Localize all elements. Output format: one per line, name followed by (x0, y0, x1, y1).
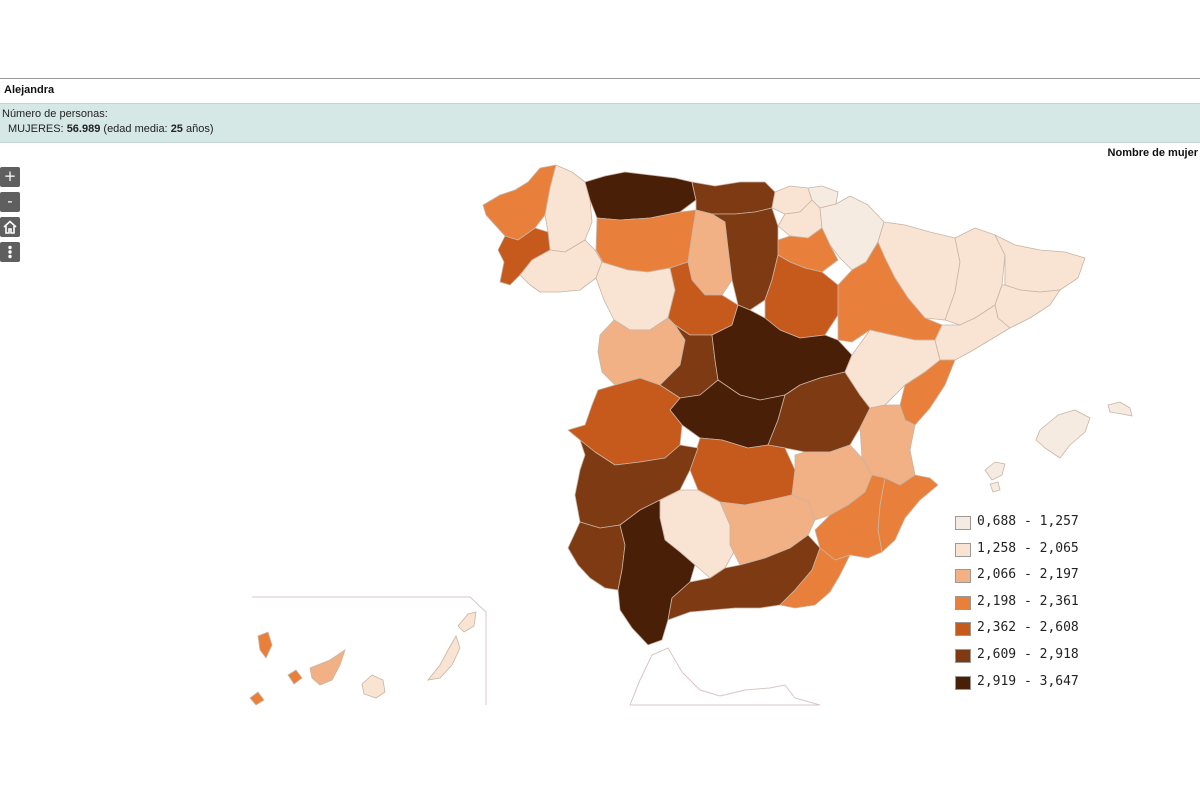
zoom-out-button[interactable]: - (0, 192, 20, 212)
legend-label: 1,258 - 2,065 (977, 540, 1079, 556)
legend-swatch (955, 595, 971, 610)
legend-swatch (955, 648, 971, 663)
legend-swatch (955, 542, 971, 557)
region-alicante[interactable] (877, 474, 939, 553)
age-prefix: (edad media: (103, 123, 168, 135)
africa-outline (629, 647, 821, 706)
name-header: Alejandra (0, 79, 1200, 104)
vertical-dots-icon (8, 245, 12, 259)
count-value: 56.989 (66, 123, 101, 135)
legend-label: 2,919 - 3,647 (977, 673, 1079, 689)
region-zamora[interactable] (595, 261, 676, 331)
island-fuerteventura[interactable] (427, 635, 461, 681)
island-tenerife[interactable] (309, 649, 346, 686)
island-la-palma[interactable] (257, 631, 273, 659)
legend-swatch (955, 675, 971, 690)
home-button[interactable] (0, 217, 20, 237)
top-divider (0, 78, 1200, 79)
info-panel: Número de personas: MUJERES: 56.989 (eda… (0, 104, 1200, 143)
canary-inset (249, 596, 487, 706)
region-menorca[interactable] (1107, 401, 1133, 417)
region-a-coruna[interactable] (482, 164, 557, 241)
legend-swatch (955, 569, 971, 584)
island-el-hierro[interactable] (249, 691, 265, 706)
plus-icon: + (3, 167, 17, 185)
legend-label: 2,362 - 2,608 (977, 620, 1079, 636)
region-cantabria[interactable] (691, 181, 776, 215)
legend-label: 2,198 - 2,361 (977, 593, 1079, 609)
age-suffix: años) (186, 123, 214, 135)
region-huelva[interactable] (567, 521, 626, 591)
island-lanzarote[interactable] (457, 611, 477, 633)
legend-swatch (955, 516, 971, 530)
count-label: Número de personas: (2, 108, 108, 120)
region-tarragona[interactable] (934, 304, 1011, 361)
minus-icon: - (7, 192, 13, 210)
map-title: Nombre de mujer (1107, 147, 1198, 159)
selected-name: Alejandra (4, 84, 55, 96)
category-label: MUJERES: (8, 123, 64, 135)
legend-label: 2,066 - 2,197 (977, 567, 1079, 583)
region-castellon[interactable] (899, 359, 956, 426)
region-formentera[interactable] (989, 481, 1001, 493)
legend-label: 2,609 - 2,918 (977, 646, 1079, 662)
island-gran-canaria[interactable] (361, 674, 386, 699)
menu-button[interactable] (0, 242, 20, 262)
region-barcelona[interactable] (994, 284, 1061, 329)
region-girona[interactable] (994, 234, 1086, 293)
legend-label: 0,688 - 1,257 (977, 514, 1079, 529)
home-icon (3, 220, 17, 234)
region-mallorca[interactable] (1035, 409, 1091, 459)
zoom-in-button[interactable]: + (0, 167, 20, 187)
region-almeria[interactable] (779, 547, 851, 609)
region-ibiza[interactable] (984, 461, 1006, 481)
island-la-gomera[interactable] (287, 669, 303, 685)
age-value: 25 (170, 123, 183, 135)
count-line: MUJERES: 56.989 (edad media: 25 años) (8, 123, 214, 135)
legend-swatch (955, 622, 971, 637)
region-leon[interactable] (595, 209, 697, 273)
